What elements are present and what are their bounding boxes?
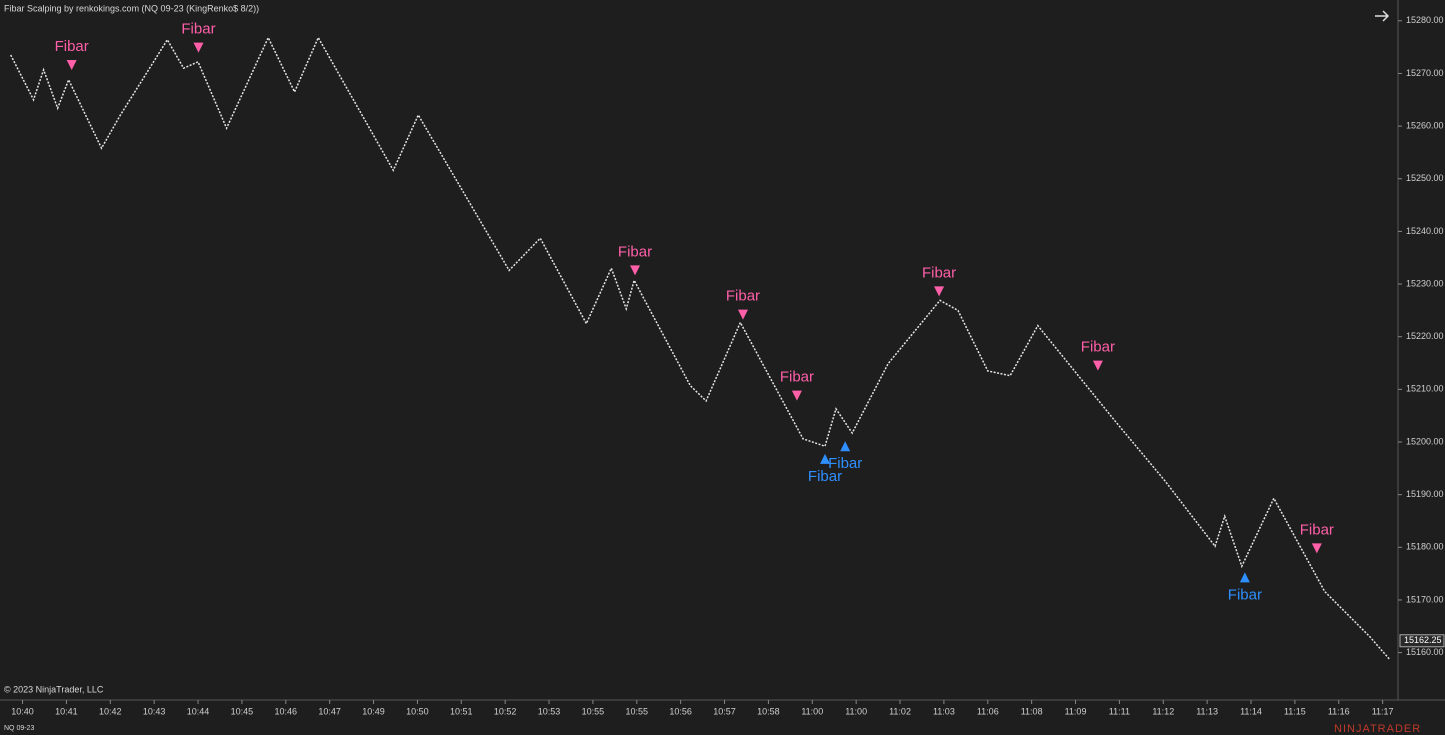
x-tick-label: 11:03 xyxy=(933,706,955,716)
signal-label: Fibar xyxy=(828,455,862,472)
x-tick-label: 10:47 xyxy=(318,706,341,716)
chart-title: Fibar Scalping by renkokings.com (NQ 09-… xyxy=(4,3,259,13)
x-tick-label: 10:44 xyxy=(187,706,210,716)
signal-label: Fibar xyxy=(55,38,89,55)
y-tick-label: 15200.00 xyxy=(1406,436,1444,446)
signal-label: Fibar xyxy=(1228,586,1262,603)
signal-label: Fibar xyxy=(922,264,956,281)
y-tick-label: 15280.00 xyxy=(1406,15,1444,25)
signal-marker xyxy=(630,265,641,276)
x-tick-label: 10:45 xyxy=(231,706,254,716)
x-tick-label: 11:11 xyxy=(1109,706,1130,716)
signal-label: Fibar xyxy=(1300,521,1334,538)
y-tick-label: 15190.00 xyxy=(1406,489,1444,499)
x-tick-label: 11:16 xyxy=(1328,706,1350,716)
x-tick-label: 11:02 xyxy=(889,706,911,716)
y-tick-label: 15240.00 xyxy=(1406,226,1444,236)
price-line xyxy=(10,35,1391,660)
x-tick-label: 10:52 xyxy=(494,706,517,716)
signal-marker xyxy=(1092,360,1103,371)
last-price-label: 15162.25 xyxy=(1404,635,1442,645)
x-tick-label: 10:41 xyxy=(55,706,78,716)
x-tick-label: 10:43 xyxy=(143,706,166,716)
signal-label: Fibar xyxy=(618,243,652,260)
x-tick-label: 10:57 xyxy=(713,706,736,716)
y-tick-label: 15220.00 xyxy=(1406,331,1444,341)
signal-marker xyxy=(820,453,831,464)
y-tick-label: 15250.00 xyxy=(1406,173,1444,183)
x-tick-label: 10:40 xyxy=(11,706,34,716)
x-tick-label: 10:53 xyxy=(538,706,561,716)
y-tick-label: 15260.00 xyxy=(1406,120,1444,130)
logo: NINJATRADER xyxy=(1334,723,1421,735)
x-tick-label: 11:13 xyxy=(1196,706,1218,716)
x-tick-label: 10:55 xyxy=(582,706,605,716)
x-tick-label: 10:55 xyxy=(626,706,649,716)
x-tick-label: 10:46 xyxy=(275,706,298,716)
x-tick-label: 10:50 xyxy=(406,706,429,716)
signal-label: Fibar xyxy=(1081,339,1115,356)
x-tick-label: 11:09 xyxy=(1065,706,1087,716)
y-tick-label: 15160.00 xyxy=(1406,647,1444,657)
x-tick-label: 11:15 xyxy=(1284,706,1306,716)
x-tick-label: 10:51 xyxy=(450,706,473,716)
signal-marker xyxy=(193,42,204,53)
expand-icon[interactable] xyxy=(1375,10,1390,22)
signal-marker xyxy=(1311,543,1322,554)
y-tick-label: 15270.00 xyxy=(1406,68,1444,78)
signal-marker xyxy=(791,390,802,401)
signal-marker xyxy=(737,309,748,320)
x-tick-label: 11:08 xyxy=(1021,706,1043,716)
x-tick-label: 11:14 xyxy=(1240,706,1262,716)
x-tick-label: 11:00 xyxy=(801,706,823,716)
instrument-label: NQ 09-23 xyxy=(4,725,34,732)
arrow-icon[interactable] xyxy=(1375,10,1390,22)
x-tick-label: 10:58 xyxy=(757,706,780,716)
y-tick-label: 15230.00 xyxy=(1406,278,1444,288)
last-price-tag xyxy=(1399,634,1445,648)
signal-marker xyxy=(934,286,945,297)
x-tick-label: 11:06 xyxy=(977,706,999,716)
x-tick-label: 11:00 xyxy=(845,706,867,716)
signal-marker xyxy=(1239,572,1250,583)
x-tick-label: 11:17 xyxy=(1372,706,1394,716)
x-tick-label: 10:56 xyxy=(669,706,692,716)
signal-label: Fibar xyxy=(808,468,842,485)
x-tick-label: 10:42 xyxy=(99,706,122,716)
x-tick-label: 11:12 xyxy=(1152,706,1174,716)
signal-label: Fibar xyxy=(726,288,760,305)
signal-marker xyxy=(840,441,851,452)
copyright: © 2023 NinjaTrader, LLC xyxy=(4,684,104,694)
y-tick-label: 15170.00 xyxy=(1406,594,1444,604)
signal-label: Fibar xyxy=(181,21,215,38)
x-tick-label: 10:49 xyxy=(362,706,385,716)
signal-marker xyxy=(66,60,77,71)
y-tick-label: 15180.00 xyxy=(1406,542,1444,552)
y-tick-label: 15210.00 xyxy=(1406,384,1444,394)
signal-label: Fibar xyxy=(780,369,814,386)
